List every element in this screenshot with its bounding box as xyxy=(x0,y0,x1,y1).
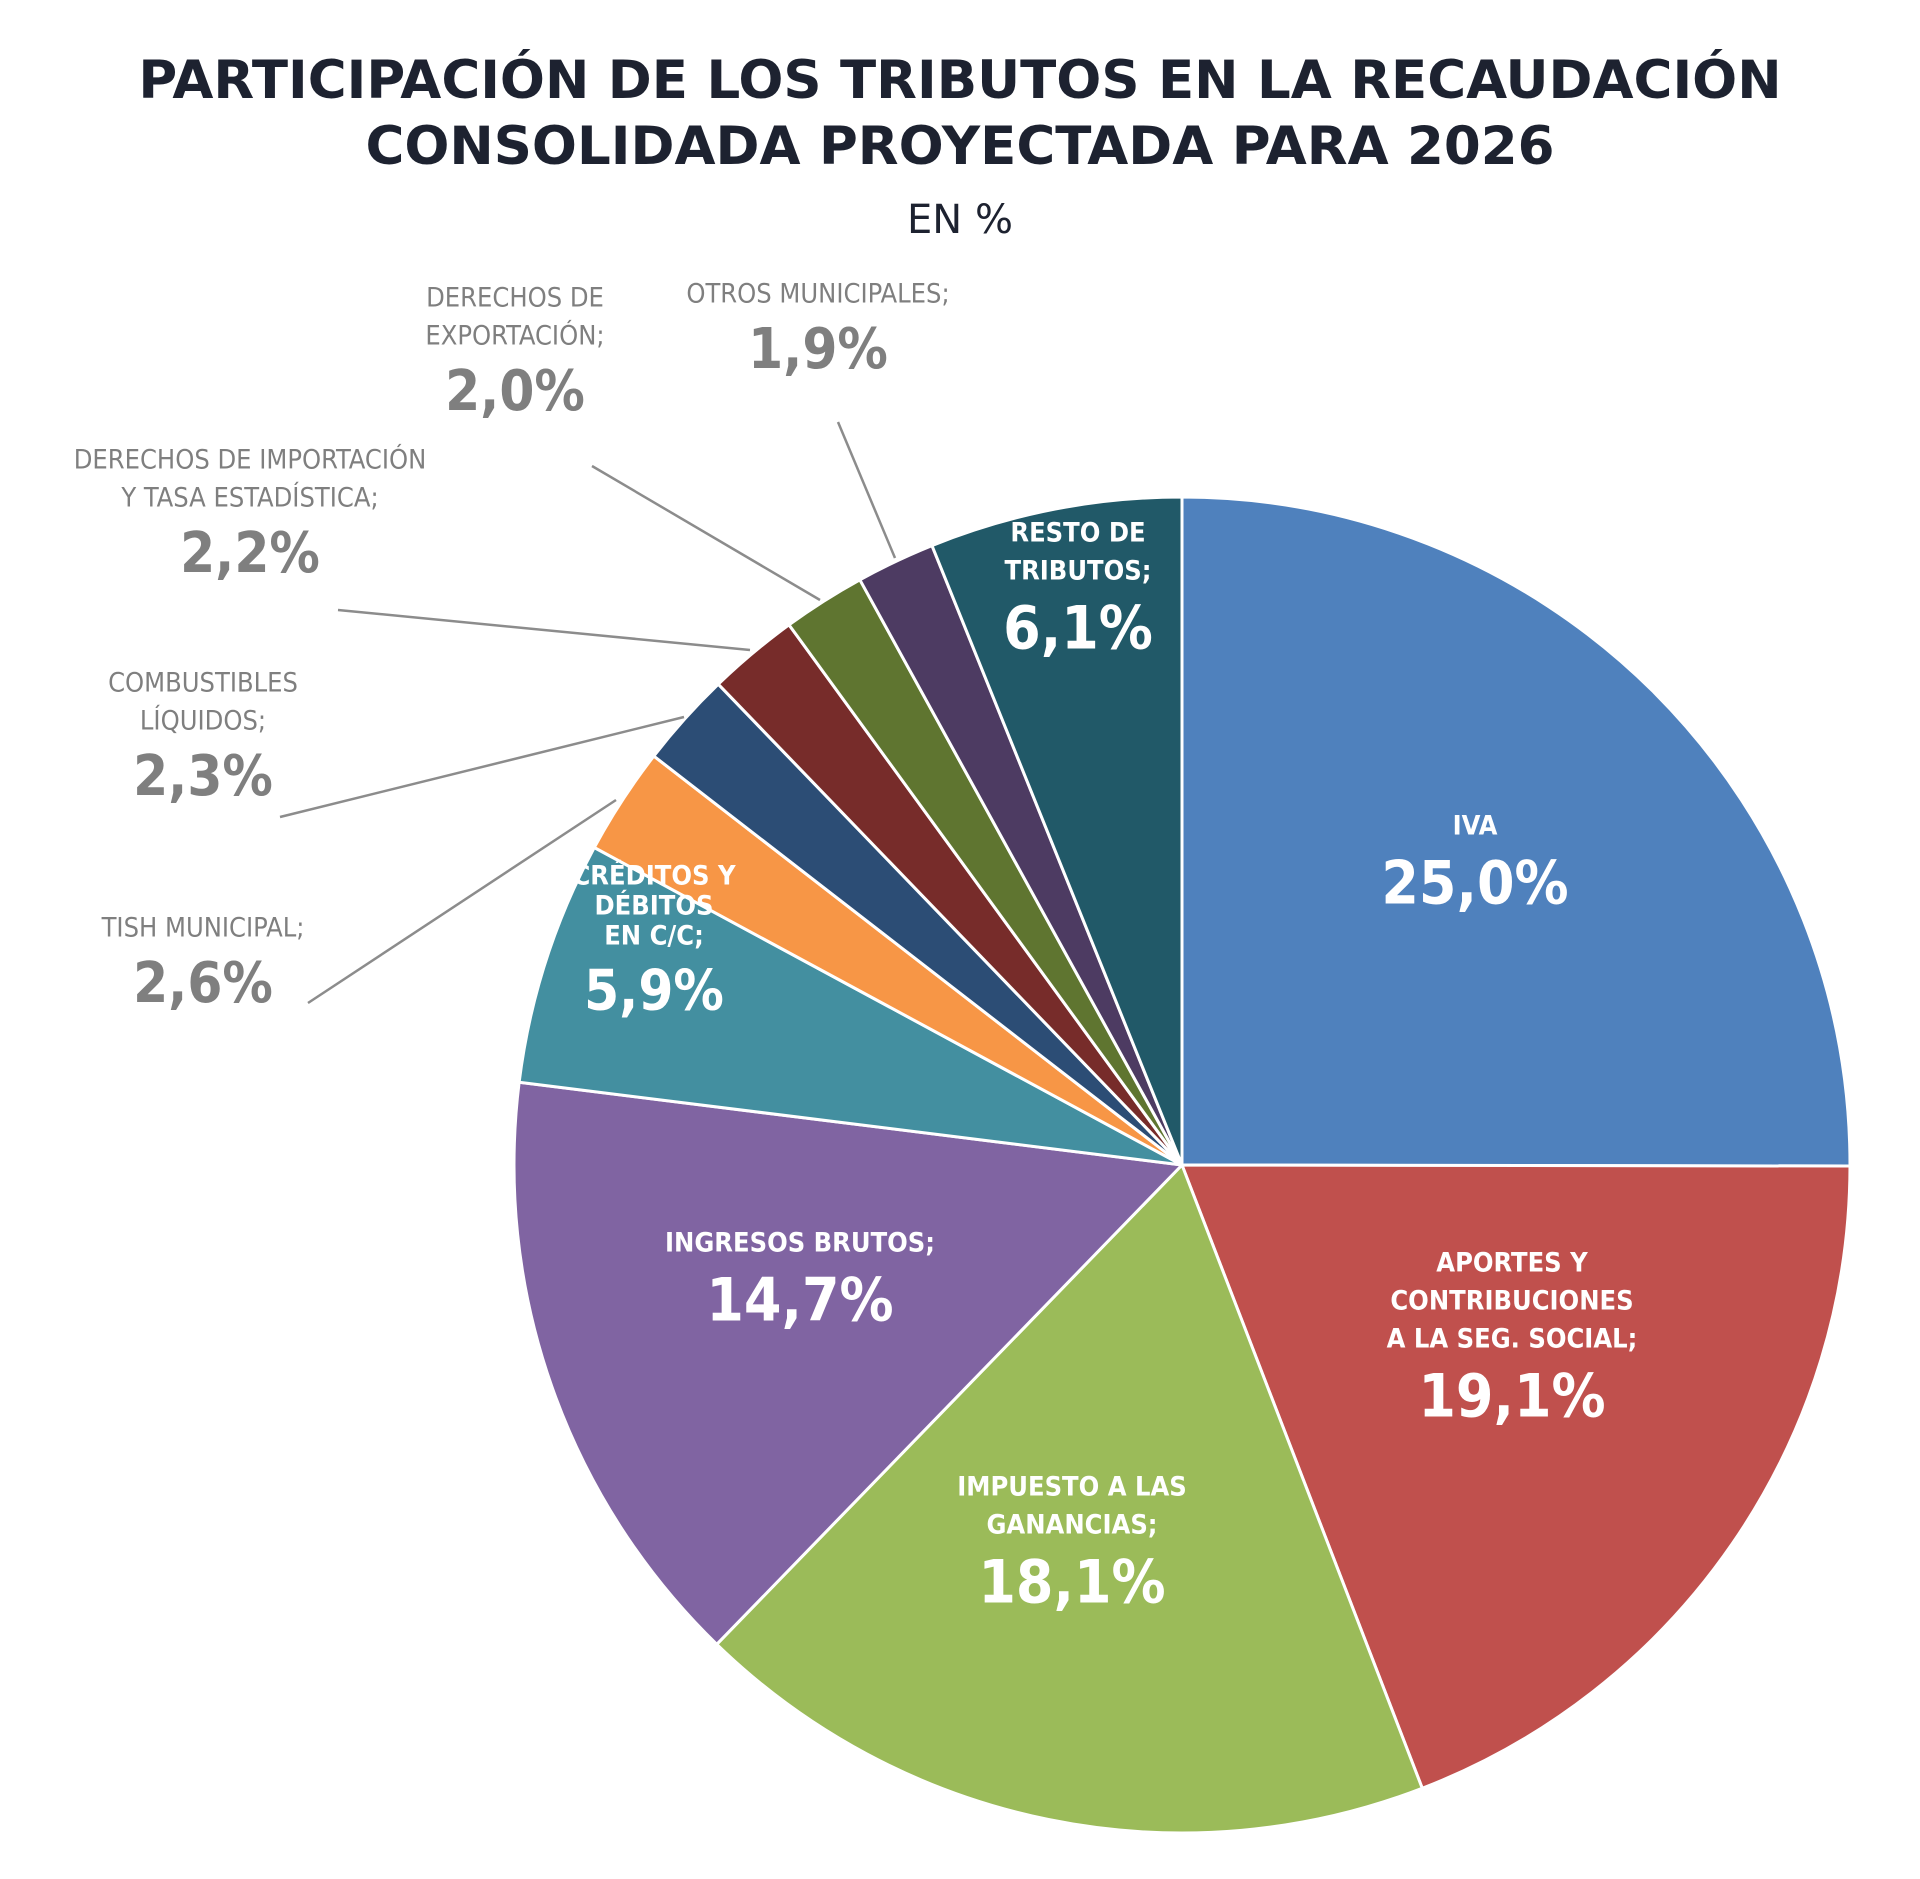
pie-slices xyxy=(512,495,1852,1835)
chart-subtitle: EN % xyxy=(907,197,1013,243)
slice-label-8: DERECHOS DE IMPORTACIÓN Y TASA ESTADÍSTIC… xyxy=(74,444,427,586)
slice-value-3: 18,1% xyxy=(978,1548,1165,1618)
slice-name-5-line-3: EN C/C; xyxy=(604,920,704,951)
slice-name-3-line-2: GANANCIAS; xyxy=(986,1510,1157,1541)
slice-name-2-line-3: A LA SEG. SOCIAL; xyxy=(1387,1324,1638,1355)
slice-value-8: 2,2% xyxy=(180,521,320,586)
pie-slice-3 xyxy=(715,1163,1424,1835)
slice-name-3-line-1: IMPUESTO A LAS xyxy=(957,1472,1187,1503)
pie-labels: IVA 25,0% APORTES Y CONTRIBUCIONES A LA SEG.… xyxy=(74,279,1638,1618)
slice-name-6-line-1: TISH MUNICIPAL; xyxy=(101,913,305,944)
leader-line-6 xyxy=(307,798,617,1005)
slice-name-1-line-1: IVA xyxy=(1453,811,1498,842)
slice-value-11: 6,1% xyxy=(1003,594,1153,664)
slice-value-6: 2,6% xyxy=(133,951,273,1016)
slice-value-2: 19,1% xyxy=(1418,1362,1605,1432)
chart-title-line-2: CONSOLIDADA PROYECTADA PARA 2026 xyxy=(365,116,1555,177)
chart-title-line-1: PARTICIPACIÓN DE LOS TRIBUTOS EN LA RECA… xyxy=(138,50,1782,111)
chart-title: PARTICIPACIÓN DE LOS TRIBUTOS EN LA RECA… xyxy=(0,48,1920,180)
slice-value-5: 5,9% xyxy=(584,959,724,1024)
slice-label-4: INGRESOS BRUTOS; 14,7% xyxy=(665,1228,935,1336)
slice-name-9-line-2: EXPORTACIÓN; xyxy=(425,320,604,352)
slice-name-2-line-2: CONTRIBUCIONES xyxy=(1390,1286,1633,1317)
slice-value-4: 14,7% xyxy=(706,1266,893,1336)
leader-line-7 xyxy=(279,715,685,819)
slice-name-5-line-1: CRÉDITOS Y xyxy=(572,859,735,891)
leader-line-8 xyxy=(337,608,751,652)
pie-slice-4 xyxy=(512,1080,1184,1646)
slice-label-3: IMPUESTO A LAS GANANCIAS; 18,1% xyxy=(957,1472,1187,1618)
slice-name-7-line-2: LÍQUIDOS; xyxy=(140,705,266,737)
slice-name-9-line-1: DERECHOS DE xyxy=(426,283,604,314)
slice-name-11-line-1: RESTO DE xyxy=(1010,518,1145,549)
leader-line-9 xyxy=(591,464,821,602)
slice-name-8-line-1: DERECHOS DE IMPORTACIÓN xyxy=(74,444,427,476)
slice-name-4-line-1: INGRESOS BRUTOS; xyxy=(665,1228,935,1259)
slice-value-9: 2,0% xyxy=(445,359,585,424)
slice-label-9: DERECHOS DE EXPORTACIÓN; 2,0% xyxy=(425,283,604,424)
pie-slice-2 xyxy=(1180,1163,1852,1790)
pie-slice-5 xyxy=(517,846,1184,1167)
slice-label-11: RESTO DE TRIBUTOS; 6,1% xyxy=(1003,518,1153,664)
slice-name-5-line-2: DÉBITOS xyxy=(594,889,713,921)
slice-label-1: IVA 25,0% xyxy=(1381,811,1568,919)
slice-label-10: OTROS MUNICIPALES; 1,9% xyxy=(686,279,949,382)
slice-label-7: COMBUSTIBLES LÍQUIDOS; 2,3% xyxy=(108,668,298,809)
pie-slice-11 xyxy=(930,495,1184,1167)
slice-name-8-line-2: Y TASA ESTADÍSTICA; xyxy=(120,482,378,514)
slice-value-7: 2,3% xyxy=(133,744,273,809)
slice-label-2: APORTES Y CONTRIBUCIONES A LA SEG. SOCIAL;… xyxy=(1387,1248,1638,1432)
slice-name-2-line-1: APORTES Y xyxy=(1436,1248,1588,1279)
leader-line-10 xyxy=(836,421,897,559)
pie-slice-1 xyxy=(1180,495,1852,1168)
slice-value-1: 25,0% xyxy=(1381,849,1568,919)
slice-name-7-line-1: COMBUSTIBLES xyxy=(108,668,298,699)
slice-value-10: 1,9% xyxy=(748,317,888,382)
slice-label-6: TISH MUNICIPAL; 2,6% xyxy=(101,913,305,1016)
slice-name-11-line-2: TRIBUTOS; xyxy=(1005,556,1152,587)
slice-name-10-line-1: OTROS MUNICIPALES; xyxy=(686,279,949,310)
